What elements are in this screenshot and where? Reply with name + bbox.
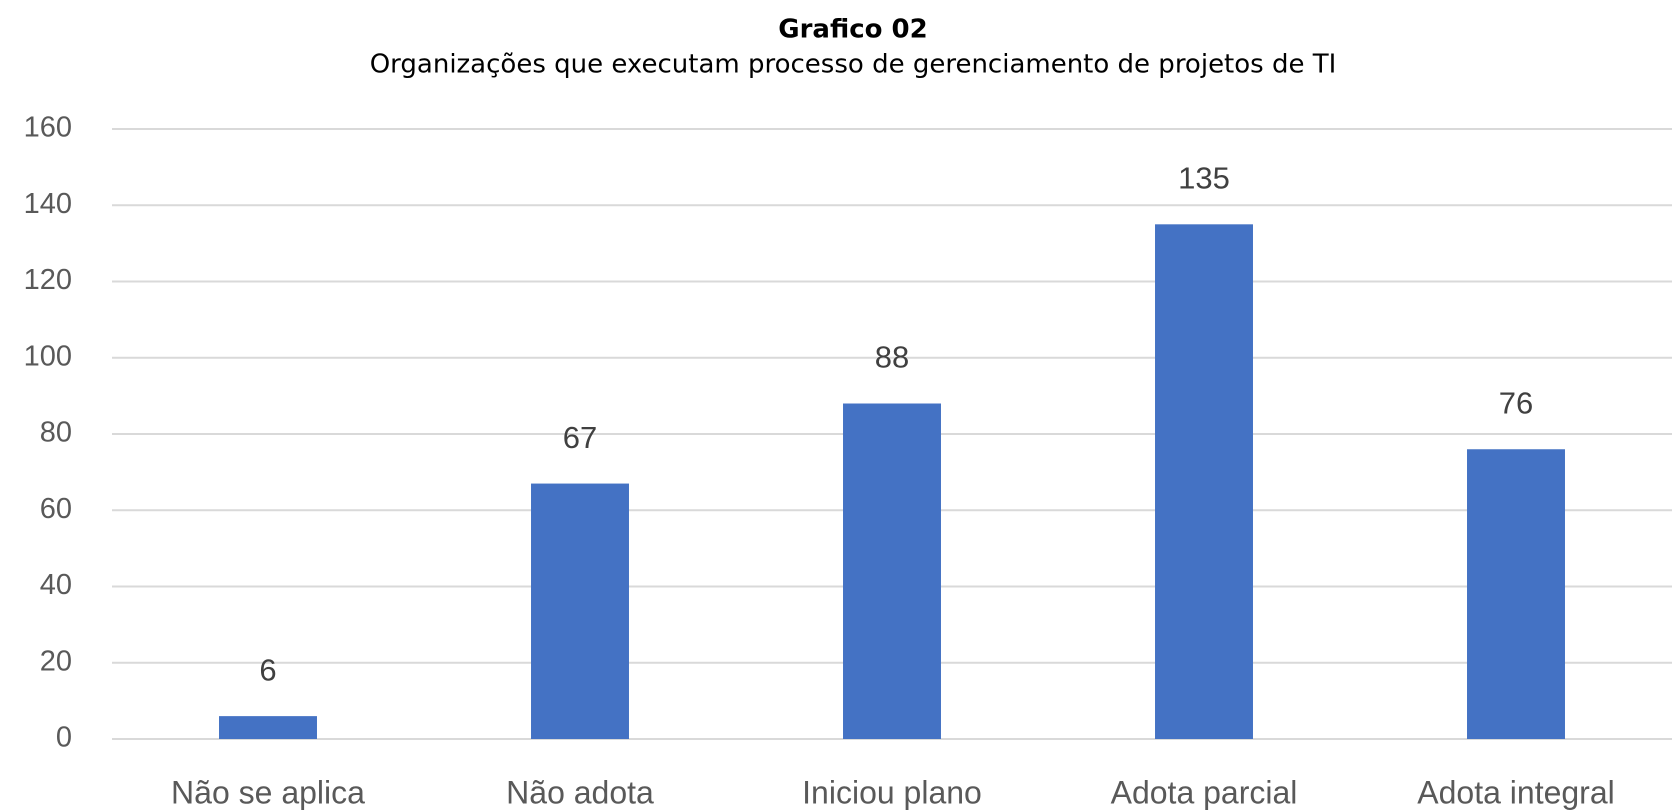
- x-tick-label: Não se aplica: [171, 774, 365, 810]
- x-tick-label: Não adota: [506, 774, 654, 810]
- chart-subtitle: Organizações que executam processo de ge…: [370, 50, 1337, 80]
- bar: [531, 483, 629, 739]
- x-tick-label: Adota parcial: [1111, 774, 1298, 810]
- bar: [1467, 449, 1565, 739]
- chart-title: Grafico 02: [778, 15, 928, 45]
- data-label: 88: [875, 340, 909, 375]
- y-tick-label: 40: [40, 569, 72, 601]
- y-tick-label: 160: [24, 112, 72, 144]
- x-tick-label: Iniciou plano: [802, 774, 982, 810]
- data-label: 76: [1499, 385, 1533, 420]
- y-tick-label: 20: [40, 645, 72, 677]
- y-tick-label: 140: [24, 188, 72, 220]
- bar: [1155, 224, 1253, 739]
- data-label: 67: [563, 420, 597, 455]
- y-tick-label: 60: [40, 493, 72, 525]
- y-tick-label: 100: [24, 340, 72, 372]
- bar: [843, 403, 941, 739]
- data-label: 135: [1178, 161, 1230, 196]
- bar: [219, 716, 317, 739]
- y-tick-label: 80: [40, 417, 72, 449]
- y-tick-label: 120: [24, 264, 72, 296]
- data-label: 6: [259, 652, 276, 687]
- x-tick-label: Adota integral: [1417, 774, 1614, 810]
- y-tick-label: 0: [56, 722, 72, 754]
